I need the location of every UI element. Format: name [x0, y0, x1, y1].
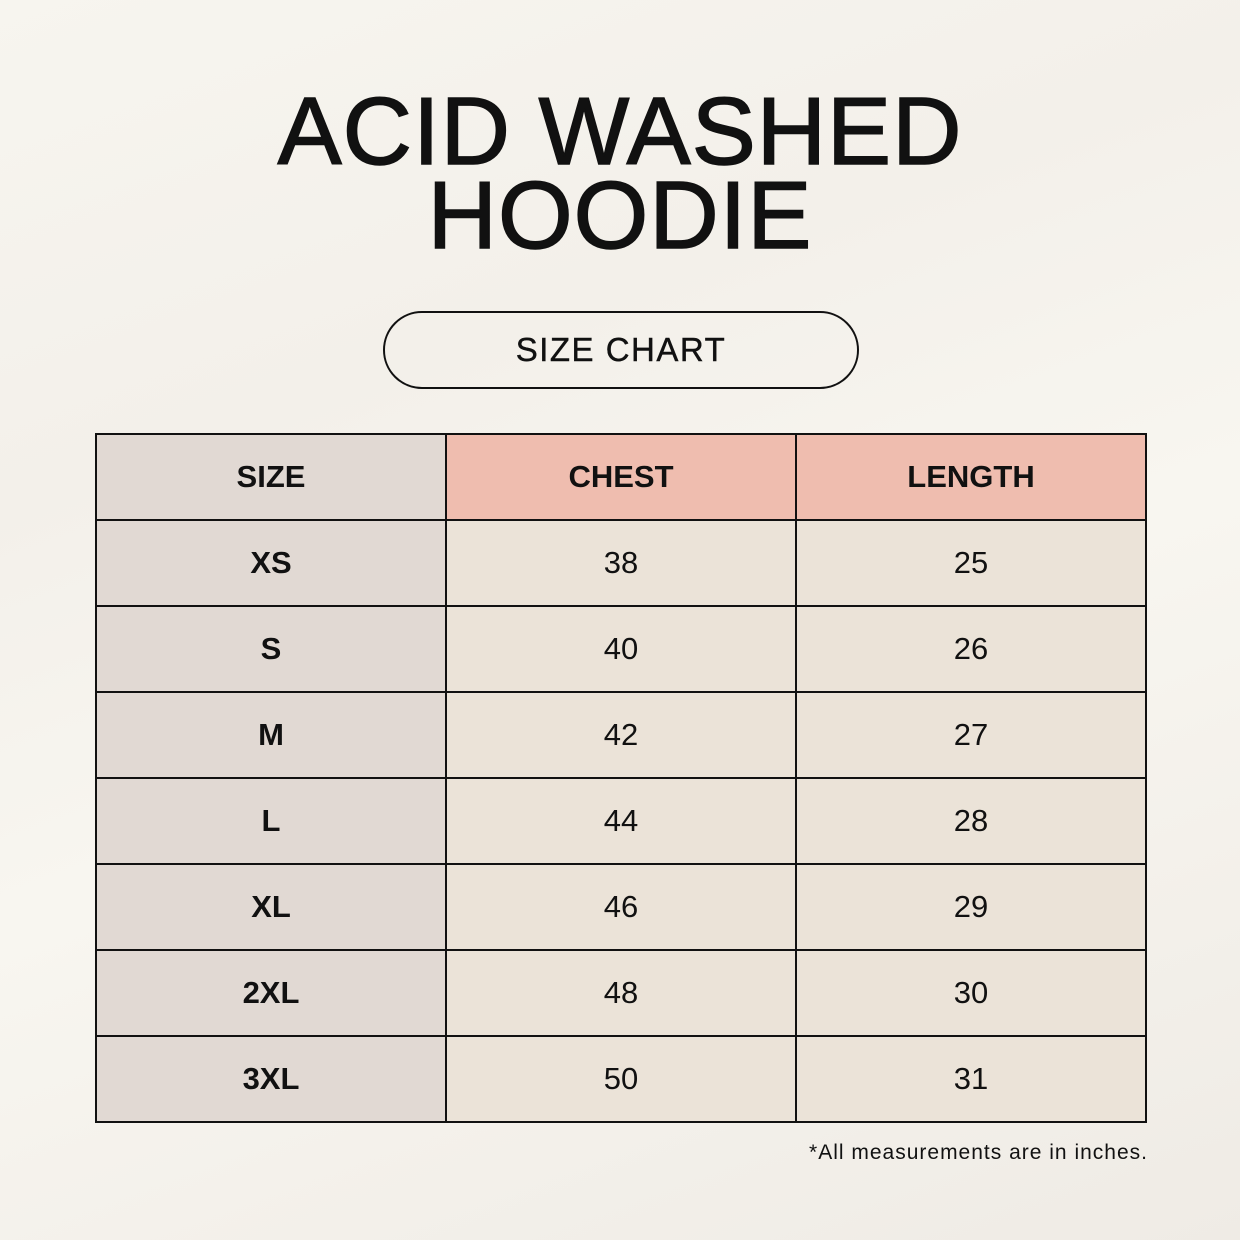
- cell-size: XS: [95, 519, 447, 607]
- cell-size: S: [95, 605, 447, 693]
- table-row: XL 46 29: [95, 863, 1147, 951]
- table-row: 2XL 48 30: [95, 949, 1147, 1037]
- cell-size: M: [95, 691, 447, 779]
- measurement-note: *All measurements are in inches.: [809, 1141, 1148, 1164]
- cell-length: 27: [795, 691, 1147, 779]
- title-line-1: ACID WASHED: [277, 78, 963, 185]
- table-row: 3XL 50 31: [95, 1035, 1147, 1123]
- cell-chest: 40: [445, 605, 797, 693]
- cell-chest: 42: [445, 691, 797, 779]
- header-length: LENGTH: [795, 433, 1147, 521]
- cell-length: 28: [795, 777, 1147, 865]
- table-header-row: SIZE CHEST LENGTH: [95, 433, 1147, 521]
- table-row: L 44 28: [95, 777, 1147, 865]
- cell-length: 31: [795, 1035, 1147, 1123]
- cell-size: L: [95, 777, 447, 865]
- table-row: XS 38 25: [95, 519, 1147, 607]
- header-size: SIZE: [95, 433, 447, 521]
- cell-length: 26: [795, 605, 1147, 693]
- cell-length: 30: [795, 949, 1147, 1037]
- cell-chest: 38: [445, 519, 797, 607]
- cell-length: 25: [795, 519, 1147, 607]
- cell-length: 29: [795, 863, 1147, 951]
- cell-size: 3XL: [95, 1035, 447, 1123]
- table-row: M 42 27: [95, 691, 1147, 779]
- cell-chest: 50: [445, 1035, 797, 1123]
- cell-size: XL: [95, 863, 447, 951]
- title-line-2: HOODIE: [427, 162, 813, 269]
- size-chart-badge: SIZE CHART: [383, 311, 859, 389]
- cell-chest: 44: [445, 777, 797, 865]
- header-chest: CHEST: [445, 433, 797, 521]
- cell-size: 2XL: [95, 949, 447, 1037]
- cell-chest: 48: [445, 949, 797, 1037]
- size-table: SIZE CHEST LENGTH XS 38 25 S 40 26 M 42 27 L 44 28 X…: [95, 433, 1147, 1123]
- cell-chest: 46: [445, 863, 797, 951]
- page-title: ACID WASHED HOODIE: [0, 78, 1240, 269]
- table-row: S 40 26: [95, 605, 1147, 693]
